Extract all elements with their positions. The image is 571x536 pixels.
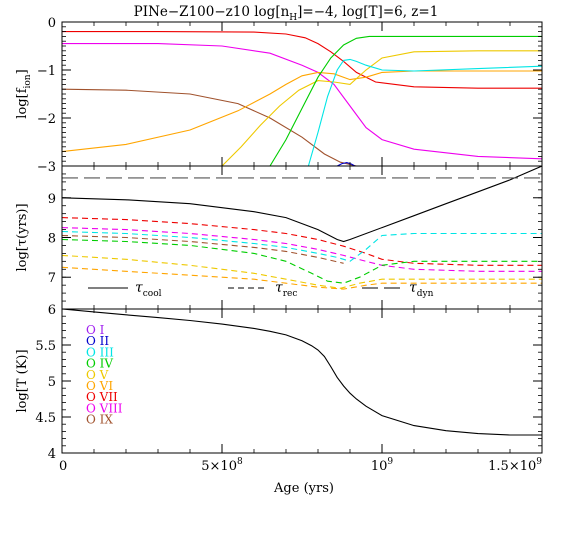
series-line-1-8	[62, 266, 542, 290]
series-line-0-1	[62, 43, 542, 160]
series-line-1-2	[62, 217, 542, 266]
y-tick-label: 9	[48, 192, 56, 207]
y-tick-label: 0	[48, 16, 56, 31]
ion-label-viii: O VIII	[86, 401, 123, 415]
y-tick-label: 7	[48, 271, 56, 286]
series-line-1-0	[62, 166, 542, 243]
title: PINe−Z100−z10 log[nH]=−4, log[T]=6, z=1	[134, 4, 439, 23]
title-rest: ]=−4, log[T]=6, z=1	[297, 4, 438, 20]
ion-label-i: O I	[86, 323, 105, 337]
ion-label-ii: O II	[86, 334, 109, 348]
series-line-1-7	[62, 254, 542, 289]
series-line-0-7	[336, 162, 356, 166]
series-line-0-0	[62, 31, 542, 89]
ion-label-iii: O III	[86, 345, 114, 359]
x-tick-label: 0	[59, 459, 67, 474]
panel-timescales: 7 8 9 log[τ(yrs)]	[15, 165, 543, 310]
ion-label-v: O V	[86, 368, 109, 382]
legend-label-dyn: τdyn	[409, 280, 434, 299]
ion-label-vi: O VI	[86, 379, 113, 393]
legend-label-rec: τrec	[275, 280, 297, 299]
title-subscript: H	[289, 13, 297, 23]
y-tick-label: 6	[48, 303, 56, 318]
series-line-0-4	[221, 50, 542, 166]
timescale-legend: τcool τrec τdyn	[88, 280, 434, 299]
ion-label-iv: O IV	[86, 357, 113, 371]
panel-temperature: 6 5.5 5 4.5 4 log[T (K)]	[15, 303, 543, 462]
y-tick-label: −2	[37, 112, 56, 127]
series-group	[62, 166, 542, 290]
y-tick-label: 4	[48, 447, 56, 462]
panel-ion-fractions: 0 −1 −2 −3 log[fion]	[15, 16, 543, 175]
series-line-1-3	[62, 227, 542, 272]
title-main: PINe−Z100−z10 log[n	[134, 4, 290, 20]
series-line-1-5	[62, 230, 542, 262]
series-line-1-4	[62, 234, 344, 264]
y-tick-label: 5.5	[35, 339, 56, 354]
x-tick-label: 1.5×109	[488, 457, 542, 474]
y-tick-label: −1	[37, 64, 56, 79]
ion-label-ix: O IX	[86, 413, 113, 427]
series-group	[62, 309, 542, 436]
y-tick-label: 4.5	[35, 411, 56, 426]
series-group	[62, 31, 542, 166]
y-axis-label: log[fion]	[15, 69, 33, 118]
series-line-2-0	[62, 309, 542, 436]
svg-text:PINe−Z100−z10 log[nH]=−4, lo: PINe−Z100−z10 log[nH]=−4, log[T]=6, z=1	[134, 4, 439, 23]
y-tick-label: −3	[37, 160, 56, 175]
y-tick-label: 5	[48, 375, 56, 390]
series-line-1-6	[62, 238, 542, 284]
x-tick-label: 5×108	[201, 457, 243, 474]
x-axis-label: Age (yrs)	[273, 481, 334, 496]
y-axis-label: log[T (K)]	[15, 349, 30, 412]
x-tick-label: 109	[371, 457, 394, 474]
plot-frame	[61, 308, 543, 454]
series-line-0-3	[62, 70, 542, 153]
y-axis-label: log[τ(yrs)]	[15, 203, 30, 271]
series-line-0-2	[62, 88, 357, 166]
ion-label-vii: O VII	[86, 390, 118, 404]
y-tick-label: 8	[48, 232, 56, 247]
x-axis: 0 5×108 109 1.5×109	[59, 457, 542, 474]
series-line-0-5	[269, 35, 542, 166]
series-line-0-6	[307, 58, 542, 166]
legend-label-cool: τcool	[135, 280, 162, 299]
